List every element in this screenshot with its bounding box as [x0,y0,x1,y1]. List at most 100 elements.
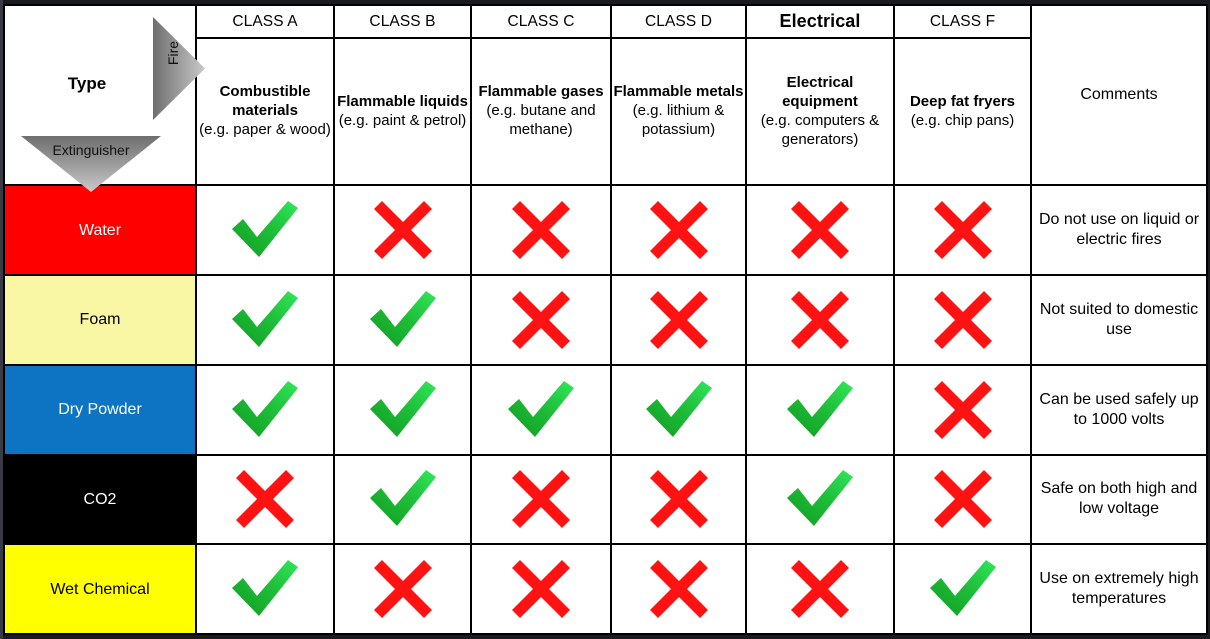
comment-cell-3: Can be used safely up to 1000 volts [1030,363,1208,456]
column-title-1: Combustible materials [219,83,311,120]
comment-cell-5: Use on extremely high temperatures [1030,543,1208,635]
green-check-icon [197,276,333,364]
compatibility-cell-r2-c6 [893,274,1032,366]
red-cross-icon [895,366,1030,454]
compatibility-cell-r2-c5 [745,274,895,366]
column-header-code-5: Electrical [745,3,895,40]
column-example-1: (e.g. paper & wood) [199,121,331,139]
extinguisher-type-cell-2: Foam [3,274,197,366]
compatibility-cell-r3-c4 [610,363,747,456]
table-row: Foam Not suited to domestic use [3,274,1208,366]
table-row: Water Do not use on liquid or electric fi… [3,184,1208,277]
down-arrow-icon: Extinguisher [21,136,161,192]
red-cross-icon [747,545,893,633]
table-row: CO2 Safe on both high and low voltage [3,453,1208,546]
red-cross-icon [335,545,470,633]
column-header-description-4: Flammable metals (e.g. lithium & potassiu… [610,37,747,187]
red-cross-icon [472,545,610,633]
column-title-6: Deep fat fryers [909,92,1016,110]
extinguisher-type-cell-1: Water [3,184,197,277]
green-check-icon [335,276,470,364]
column-header-description-6: Deep fat fryers (e.g. chip pans) [893,37,1032,187]
column-header-code-4: CLASS D [610,3,747,40]
column-title-4: Flammable metals [613,83,744,101]
compatibility-table: Type Fire Extinguisher CLASS A CLASS B CLASS … [3,3,1208,635]
fire-axis-label: Fire [165,40,181,66]
comment-cell-2: Not suited to domestic use [1030,274,1208,366]
green-check-icon [197,186,333,274]
compatibility-cell-r4-c1 [195,453,335,546]
compatibility-cell-r2-c1 [195,274,335,366]
extinguisher-type-cell-4: CO2 [3,453,197,546]
compatibility-cell-r1-c1 [195,184,335,277]
compatibility-cell-r4-c4 [610,453,747,546]
red-cross-icon [895,186,1030,274]
red-cross-icon [895,456,1030,544]
compatibility-cell-r2-c2 [333,274,472,366]
extinguisher-type-cell-3: Dry Powder [3,363,197,456]
comment-cell-1: Do not use on liquid or electric fires [1030,184,1208,277]
column-title-3: Flammable gases [478,83,604,101]
red-cross-icon [612,456,745,544]
column-header-description-1: Combustible materials (e.g. paper & wood) [195,37,335,187]
right-arrow-icon: Fire [153,17,205,120]
compatibility-cell-r5-c4 [610,543,747,635]
comments-column-header: Comments [1030,3,1208,187]
column-header-code-2: CLASS B [333,3,472,40]
compatibility-cell-r2-c3 [470,274,612,366]
compatibility-cell-r1-c5 [745,184,895,277]
column-example-5: (e.g. computers & generators) [760,111,880,148]
compatibility-cell-r4-c5 [745,453,895,546]
compatibility-cell-r5-c6 [893,543,1032,635]
header-row-descriptions: Combustible materials (e.g. paper & wood)… [4,37,1207,187]
column-example-6: (e.g. chip pans) [910,111,1015,129]
compatibility-cell-r1-c4 [610,184,747,277]
table-row: Dry Powder Can be used safely up to 1000 … [3,363,1208,456]
compatibility-cell-r3-c5 [745,363,895,456]
compatibility-cell-r1-c2 [333,184,472,277]
green-check-icon [472,366,610,454]
green-check-icon [335,366,470,454]
compatibility-cell-r5-c3 [470,543,612,635]
compatibility-cell-r3-c2 [333,363,472,456]
red-cross-icon [747,186,893,274]
red-cross-icon [612,276,745,364]
green-check-icon [612,366,745,454]
compatibility-cell-r5-c1 [195,543,335,635]
red-cross-icon [472,276,610,364]
extinguisher-type-cell-5: Wet Chemical [3,543,197,635]
compatibility-cell-r4-c2 [333,453,472,546]
red-cross-icon [612,186,745,274]
column-header-code-6: CLASS F [893,3,1032,40]
extinguisher-axis-label: Extinguisher [52,142,130,158]
compatibility-cell-r5-c5 [745,543,895,635]
green-check-icon [747,456,893,544]
compatibility-cell-r3-c6 [893,363,1032,456]
frame-top-border [0,0,1210,4]
red-cross-icon [895,276,1030,364]
column-header-code-1: CLASS A [195,3,335,40]
red-cross-icon [472,186,610,274]
column-example-3: (e.g. butane and methane) [486,102,596,139]
red-cross-icon [612,545,745,633]
red-cross-icon [472,456,610,544]
green-check-icon [197,545,333,633]
red-cross-icon [197,456,333,544]
frame-left-border [0,0,3,639]
compatibility-cell-r3-c3 [470,363,612,456]
corner-type-label: Type [67,74,107,94]
column-header-code-3: CLASS C [470,3,612,40]
column-example-2: (e.g. paint & petrol) [338,111,467,129]
red-cross-icon [335,186,470,274]
column-example-4: (e.g. lithium & potassium) [632,102,725,139]
green-check-icon [895,545,1030,633]
table-row: Wet Chemical Use on extremely high temper… [3,543,1208,635]
column-header-description-5: Electrical equipment (e.g. computers & ge… [745,37,895,187]
green-check-icon [197,366,333,454]
green-check-icon [335,456,470,544]
matrix-corner-cell: Type Fire Extinguisher [3,3,205,192]
frame-right-border [1206,0,1210,639]
compatibility-cell-r5-c2 [333,543,472,635]
green-check-icon [747,366,893,454]
